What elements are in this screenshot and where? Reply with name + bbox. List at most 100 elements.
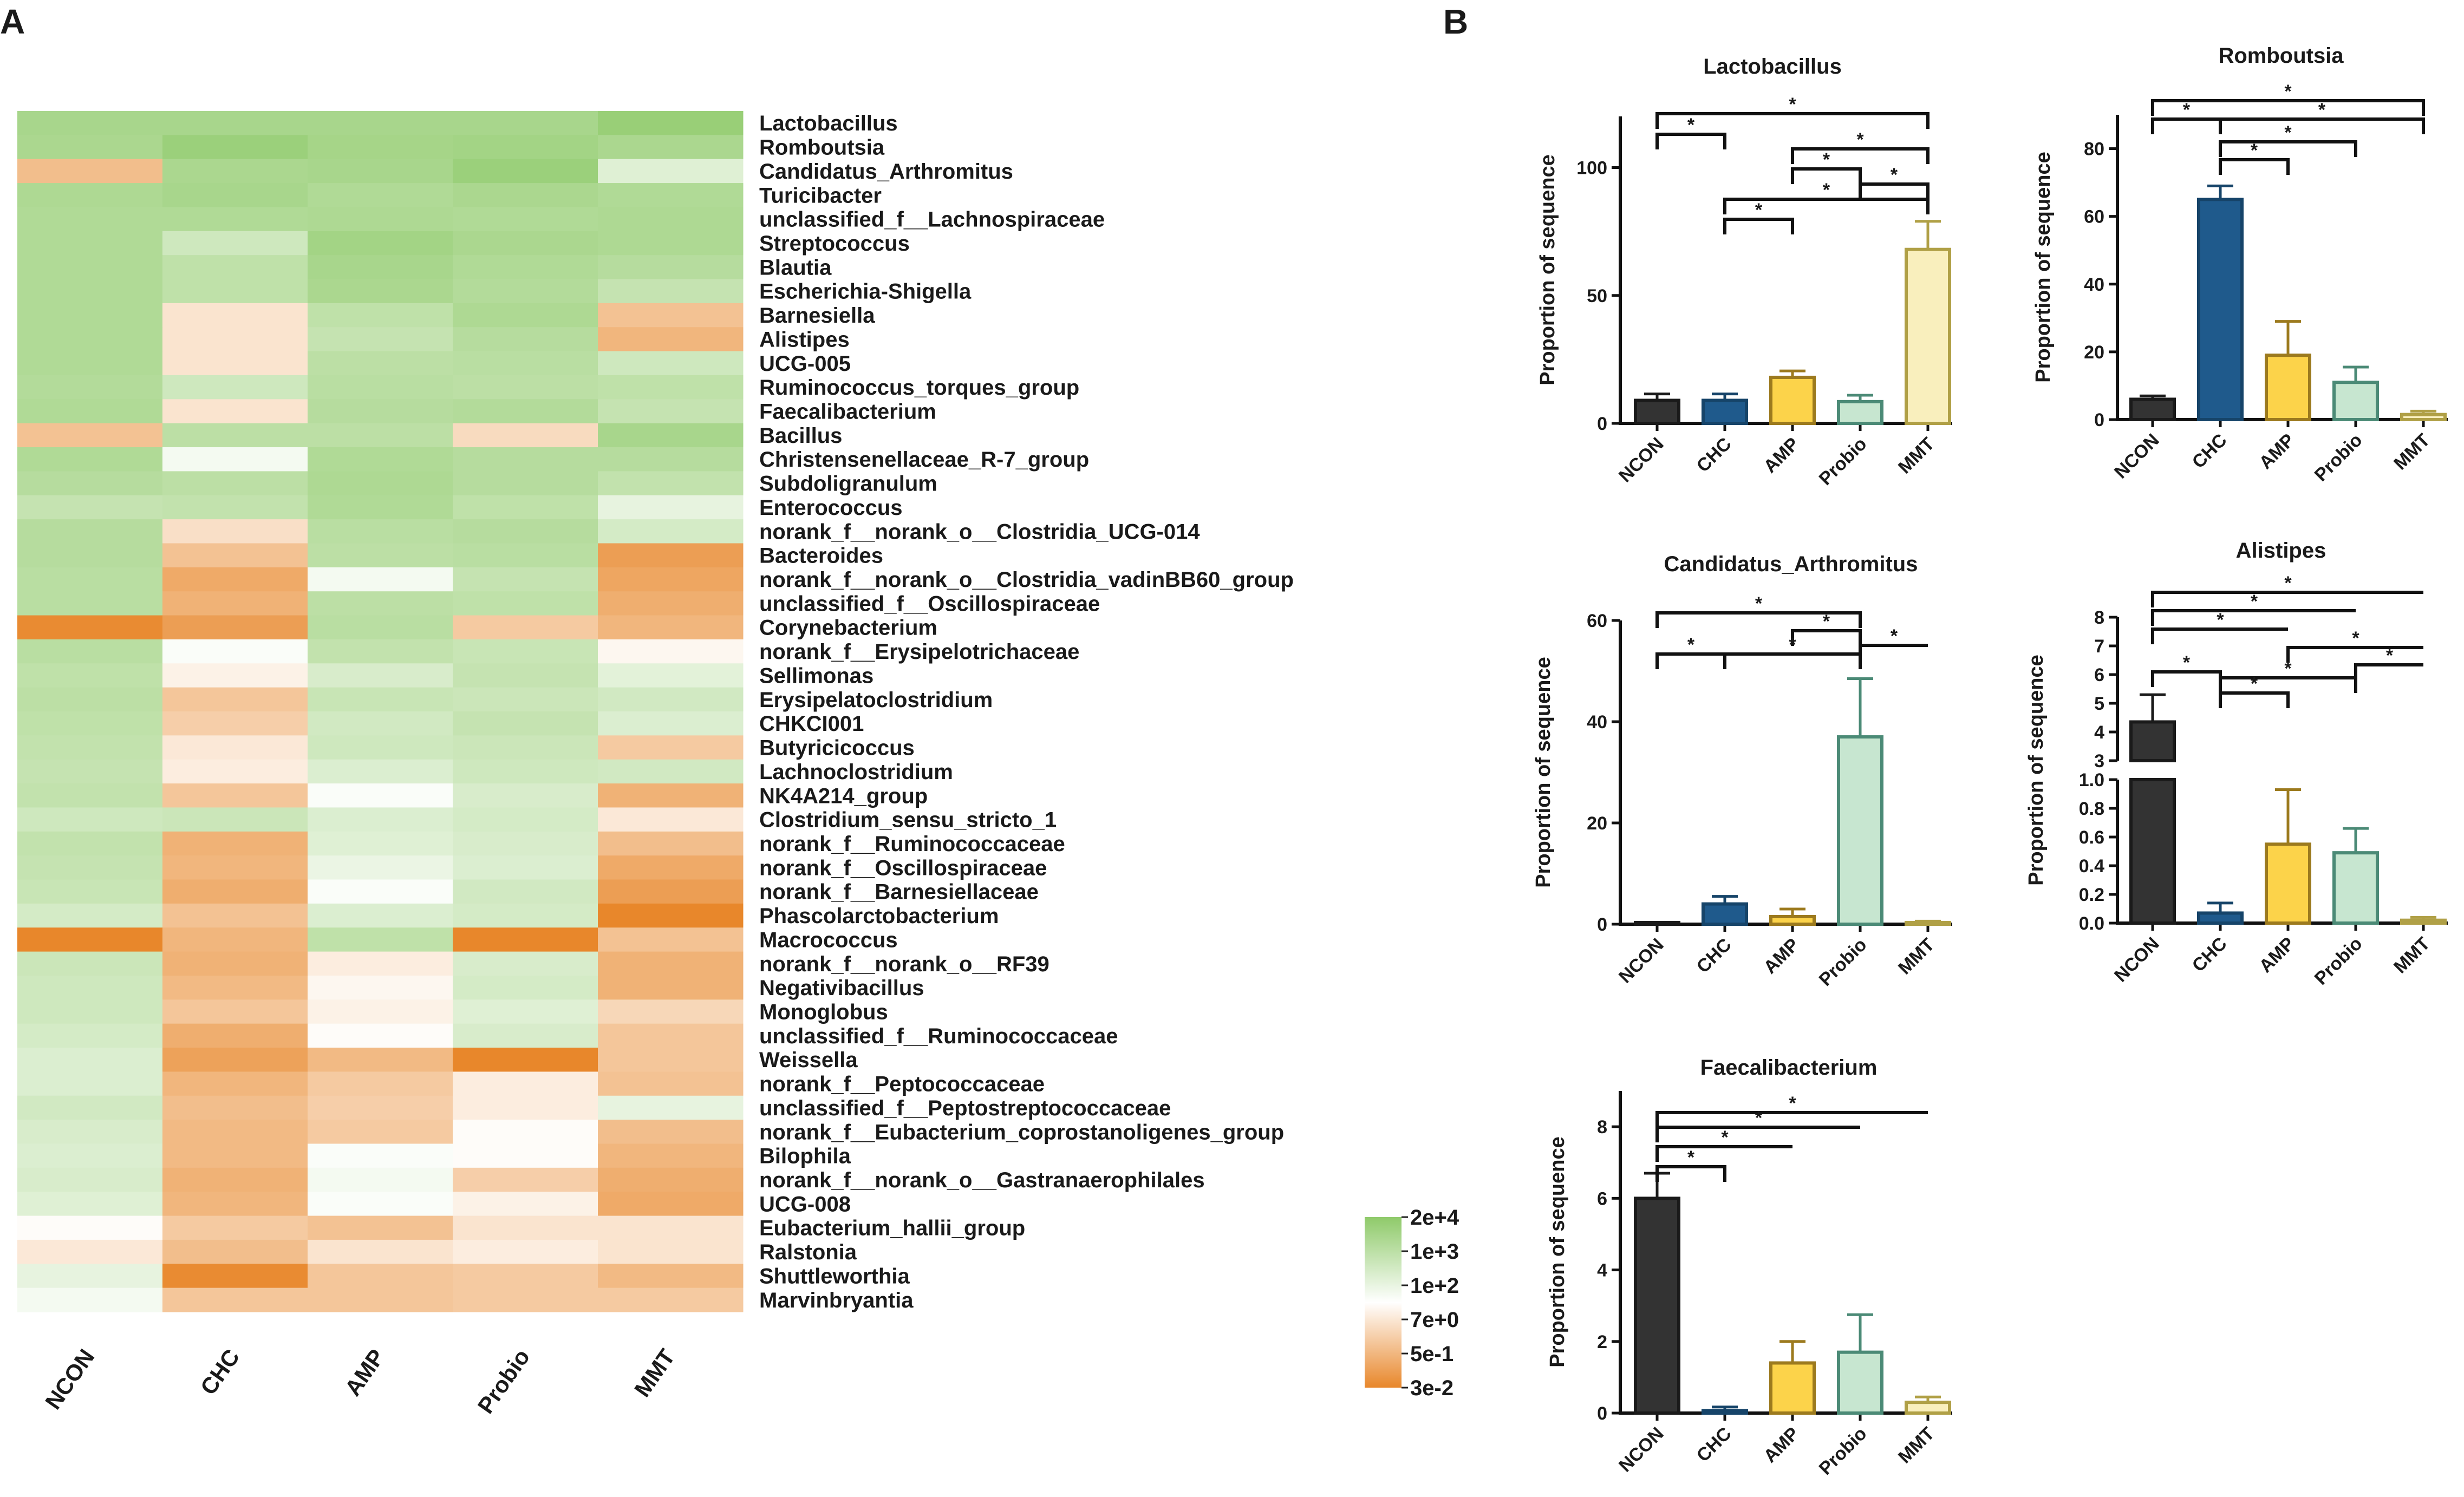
heatmap-cell (17, 399, 163, 424)
y-tick-label: 0 (1597, 1403, 1607, 1424)
heatmap-cell (17, 687, 163, 712)
heatmap-cell (162, 711, 308, 736)
bar (1634, 398, 1680, 425)
heatmap-cell (17, 1239, 163, 1264)
significance-marker: * (2183, 652, 2191, 673)
bar-chart: 0 2 4 6 8 * * * * Faecalibacterium Proportion of s… (1546, 1056, 1952, 1479)
heatmap-cell (598, 639, 744, 664)
heatmap-cell (453, 951, 598, 976)
heatmap-cell (453, 447, 598, 472)
significance-marker: * (1721, 1127, 1729, 1148)
heatmap-cell (17, 423, 163, 448)
heatmap-cell (598, 663, 744, 688)
heatmap-cell (453, 1048, 598, 1072)
heatmap-cell (308, 951, 453, 976)
significance-marker: * (2386, 645, 2394, 666)
significance-bracket (1655, 1111, 1928, 1128)
heatmap-cell (162, 1167, 308, 1192)
significance-bracket (1723, 218, 1794, 234)
heatmap-cell (162, 639, 308, 664)
chart-title: Faecalibacterium (1700, 1056, 1878, 1080)
heatmap-cell (162, 543, 308, 568)
heatmap-cell (17, 183, 163, 208)
heatmap-cell (308, 591, 453, 616)
heatmap-cell (598, 1264, 744, 1289)
heatmap-cell (453, 303, 598, 328)
heatmap-row-label: Turicibacter (759, 184, 882, 207)
significance-marker: * (2352, 628, 2359, 649)
heatmap-cell (598, 1095, 744, 1120)
heatmap-cell (162, 447, 308, 472)
heatmap-cell (598, 807, 744, 832)
heatmap-cell (453, 615, 598, 640)
bar-chart: 0 50 100 * * * * * * * Lactobacillus Proportion of … (1536, 55, 1952, 489)
bar (1837, 1350, 1883, 1415)
heatmap-row-label: norank_f__Erysipelotrichaceae (759, 640, 1079, 664)
heatmap-cell (308, 975, 453, 1000)
y-tick-label: 3 (2094, 751, 2104, 772)
heatmap-cell (453, 543, 598, 568)
heatmap-cell (17, 783, 163, 808)
heatmap-cell (598, 903, 744, 928)
panel-label-b: B (1443, 2, 1468, 41)
heatmap-cell (17, 1048, 163, 1072)
heatmap-cell (162, 1048, 308, 1072)
heatmap-cell (598, 1287, 744, 1312)
heatmap-cell (162, 255, 308, 280)
significance-bracket (1791, 167, 1862, 184)
heatmap-row-label: NK4A214_group (759, 784, 928, 808)
heatmap-row-label: Barnesiella (759, 304, 875, 328)
heatmap-cell (162, 975, 308, 1000)
significance-bracket (1655, 611, 1862, 628)
heatmap-cell (453, 1215, 598, 1240)
heatmap-row-label: unclassified_f__Oscillospiraceae (759, 592, 1100, 616)
heatmap-cell (162, 831, 308, 856)
bar (1769, 375, 1816, 426)
heatmap-cell (453, 279, 598, 304)
heatmap-cell (598, 351, 744, 376)
y-tick-label: 4 (2094, 722, 2104, 743)
heatmap-cell (308, 375, 453, 400)
heatmap-cell (17, 495, 163, 520)
bar (1634, 921, 1680, 926)
heatmap-cell (162, 279, 308, 304)
significance-marker: * (1755, 1108, 1763, 1128)
heatmap-cell (598, 399, 744, 424)
heatmap-cell (17, 1143, 163, 1168)
heatmap-cell (598, 231, 744, 256)
heatmap-cell (598, 591, 744, 616)
heatmap-cell (308, 903, 453, 928)
y-tick-label: 80 (2084, 139, 2104, 160)
x-tick-label: CHC (1693, 434, 1736, 476)
heatmap-cell (453, 1120, 598, 1145)
heatmap-cell (598, 1071, 744, 1096)
heatmap-cell (598, 759, 744, 784)
heatmap-row-label: Butyricicoccus (759, 736, 915, 760)
significance-marker: * (1823, 149, 1830, 170)
heatmap-cell (308, 1239, 453, 1264)
heatmap-row-label: Bacillus (759, 424, 842, 448)
heatmap-legend: 2e+4 1e+3 1e+2 7e+0 5e-1 3e-2 (1365, 1206, 1459, 1400)
y-tick-label: 20 (1587, 813, 1607, 834)
heatmap-row-label: norank_f__norank_o__RF39 (759, 952, 1050, 976)
heatmap-column-label: Probio (473, 1344, 535, 1418)
heatmap-cell (17, 1023, 163, 1048)
bar (1837, 400, 1883, 426)
y-tick-label: 40 (2084, 274, 2104, 295)
x-tick-label: MMT (2390, 430, 2434, 474)
heatmap-row-label: Sellimonas (759, 664, 874, 688)
heatmap-cell (453, 183, 598, 208)
significance-bracket (2219, 676, 2357, 693)
heatmap-cell (17, 111, 163, 135)
x-tick-label: NCON (2110, 430, 2163, 483)
significance-marker: * (2251, 674, 2258, 694)
heatmap-cell (453, 831, 598, 856)
bar-chart: 0 20 40 60 * * * * * Candidatus_Arthromitus Propor… (1532, 552, 1952, 990)
heatmap-cell (598, 447, 744, 472)
heatmap-cell (17, 951, 163, 976)
heatmap-cell (453, 687, 598, 712)
heatmap-cell (453, 1287, 598, 1312)
heatmap-cell (308, 1287, 453, 1312)
y-tick-label: 60 (2084, 207, 2104, 227)
heatmap-cell (308, 279, 453, 304)
